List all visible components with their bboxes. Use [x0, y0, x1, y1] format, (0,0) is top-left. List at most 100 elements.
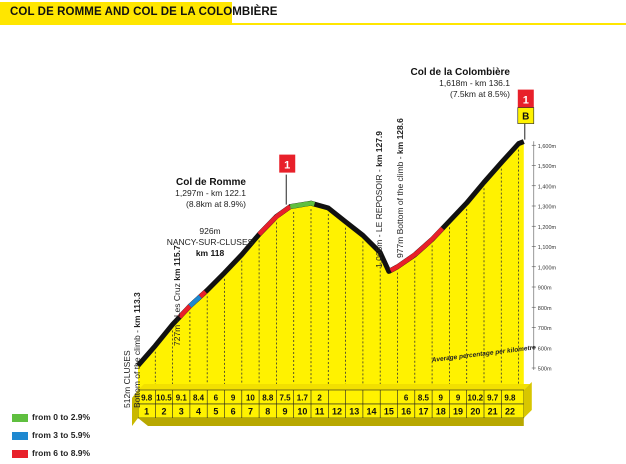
bonus-badge-label: B [522, 112, 529, 123]
annotation-nancy-km: km 118 [196, 248, 225, 258]
gradient-segment [198, 290, 207, 299]
legend-label: from 6 to 8.9% [32, 448, 91, 458]
km-gradient-label: 9.7 [487, 394, 499, 403]
annotation-km: km 113.3 [132, 292, 142, 328]
climb-detail: (8.8km at 8.9%) [186, 199, 246, 209]
km-gradient-label: 9.1 [176, 394, 188, 403]
km-marker-label: 17 [418, 407, 428, 417]
km-marker-label: 20 [470, 407, 480, 417]
km-marker-label: 19 [453, 407, 463, 417]
km-gradient-label: 6 [214, 394, 219, 403]
km-marker-label: 9 [283, 407, 288, 417]
annotation-text: 977m Bottom of the climb - [395, 154, 405, 258]
climb-detail: (7.5km at 8.5%) [450, 89, 510, 99]
category-flag [517, 89, 534, 108]
km-gradient-label: 10.2 [468, 394, 484, 403]
annotation-bottom-colombiere: 977m Bottom of the climb - km 128.6 [395, 118, 405, 258]
km-gradient-label: 7.5 [279, 394, 291, 403]
km-gradient-label: 1.7 [297, 394, 309, 403]
km-gradient-label: 8.8 [262, 394, 274, 403]
title-highlight [0, 2, 232, 24]
km-gradient-label: 9 [456, 394, 461, 403]
km-marker-label: 1 [144, 407, 149, 417]
km-marker-label: 4 [196, 407, 201, 417]
km-marker-label: 18 [436, 407, 446, 417]
base-side [523, 382, 532, 418]
annotation-text: 727m - Les Cruz [172, 283, 182, 346]
y-tick-label: 1,200m [538, 225, 557, 231]
km-marker-label: 10 [297, 407, 307, 417]
annotation-text: Bottom of the climb - [132, 328, 142, 408]
y-tick-label: 900m [538, 286, 552, 292]
climb-name: Col de la Colombière [411, 67, 511, 78]
annotation-le-reposoir: 1,065m - LE REPOSOIR - km 127.9 [374, 131, 384, 268]
km-marker-label: 11 [315, 407, 325, 417]
km-marker-label: 21 [488, 407, 498, 417]
legend-swatch [12, 450, 28, 458]
climb-detail: 1,297m - km 122.1 [175, 188, 246, 198]
base-top [138, 384, 530, 390]
km-marker-label: 6 [231, 407, 236, 417]
km-gradient-label: 9.8 [141, 394, 153, 403]
y-tick-label: 1,600m [538, 144, 557, 150]
km-marker-label: 14 [367, 407, 377, 417]
y-tick-label: 1,500m [538, 164, 557, 170]
km-marker-label: 15 [384, 407, 394, 417]
annotation-nancy-name: NANCY-SUR-CLUSES [167, 237, 254, 247]
km-marker-label: 5 [213, 407, 218, 417]
base-shadow [138, 418, 524, 426]
profile-area [138, 141, 524, 390]
annotation-km: km 127.9 [374, 131, 384, 167]
y-tick-label: 1,100m [538, 245, 557, 251]
base-left [132, 390, 138, 426]
category-flag [279, 154, 296, 173]
legend-label: from 0 to 2.9% [32, 412, 91, 422]
km-gradient-label: 6 [404, 394, 409, 403]
annotation-text: 512m CLUSES [122, 350, 132, 408]
km-gradient-label: 9 [439, 394, 444, 403]
annotation-text: 1,065m - LE REPOSOIR - [374, 167, 384, 268]
legend-label: from 3 to 5.9% [32, 430, 91, 440]
y-tick-label: 1,400m [538, 184, 557, 190]
y-tick-label: 600m [538, 346, 552, 352]
annotation-km: km 115.7 [172, 245, 182, 281]
legend-swatch [12, 432, 28, 440]
km-marker-label: 2 [161, 407, 166, 417]
chart-title: COL DE ROMME AND COL DE LA COLOMBIÈRE [10, 6, 278, 18]
annotation-cluses: 512m CLUSESBottom of the climb - km 113.… [122, 292, 142, 408]
km-gradient-label: 8.5 [418, 394, 430, 403]
title-underline [0, 23, 626, 25]
badge-box [517, 107, 535, 124]
y-tick-label: 500m [538, 367, 552, 373]
km-gradient-label: 8.4 [193, 394, 205, 403]
category-label: 1 [284, 160, 290, 172]
y-tick-label: 700m [538, 326, 552, 332]
gradient-segment [289, 201, 316, 209]
profile-outline [136, 139, 525, 368]
legend-swatch [12, 414, 28, 422]
km-marker-label: 13 [349, 407, 359, 417]
y-tick-label: 1,000m [538, 265, 557, 271]
km-gradient-label: 9 [231, 394, 236, 403]
legend-item: from 3 to 5.9% [12, 430, 122, 444]
km-gradient-label: 2 [317, 394, 322, 403]
gradient-segment [188, 294, 202, 308]
km-marker-label: 3 [179, 407, 184, 417]
legend-item: from 0 to 2.9% [12, 412, 122, 426]
annotation-km: km 128.6 [395, 118, 405, 154]
km-gradient-label: 10 [246, 394, 255, 403]
km-gradient-label: 10.5 [156, 394, 172, 403]
legend-item: from 6 to 8.9% [12, 448, 122, 462]
title-bar: COL DE ROMME AND COL DE LA COLOMBIÈRE [0, 0, 626, 28]
gradient-segment [389, 226, 445, 273]
gradient-segment [177, 304, 192, 319]
km-marker-label: 7 [248, 407, 253, 417]
gradient-segment [257, 204, 292, 236]
climb-name: Col de Romme [176, 177, 246, 188]
km-marker-label: 22 [505, 407, 515, 417]
km-marker-label: 12 [332, 407, 342, 417]
y-tick-label: 1,300m [538, 205, 557, 211]
y-tick-label: 800m [538, 306, 552, 312]
km-marker-label: 8 [265, 407, 270, 417]
